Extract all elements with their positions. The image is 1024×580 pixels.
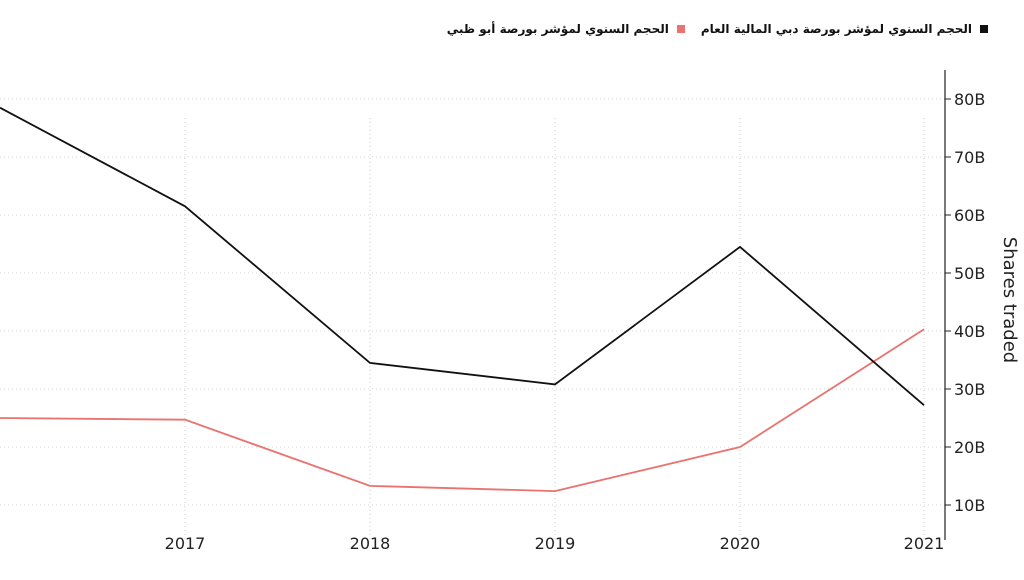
- y-tick-label: 30B: [954, 380, 985, 399]
- legend-swatch-abudhabi: [677, 25, 685, 33]
- y-tick-label: 50B: [954, 264, 985, 283]
- legend-label-abudhabi: الحجم السنوي لمؤشر بورصة أبو ظبي: [447, 22, 669, 36]
- y-tick-label: 70B: [954, 148, 985, 167]
- x-tick-label: 2019: [535, 534, 576, 553]
- legend-item-abudhabi: الحجم السنوي لمؤشر بورصة أبو ظبي: [447, 22, 685, 36]
- y-tick-label: 40B: [954, 322, 985, 341]
- x-tick-label: 2021: [904, 534, 945, 553]
- y-tick-label: 60B: [954, 206, 985, 225]
- legend: الحجم السنوي لمؤشر بورصة دبي المالية الع…: [431, 22, 988, 36]
- legend-swatch-dubai: [980, 25, 988, 33]
- y-tick-label: 20B: [954, 438, 985, 457]
- x-axis-tick-labels: 2017 2018 2019 2020 2021: [165, 534, 945, 553]
- legend-item-dubai: الحجم السنوي لمؤشر بورصة دبي المالية الع…: [701, 22, 988, 36]
- series-group: [0, 108, 924, 492]
- grid: [0, 99, 945, 540]
- series-line-dubai: [0, 108, 924, 406]
- legend-label-dubai: الحجم السنوي لمؤشر بورصة دبي المالية الع…: [701, 22, 972, 36]
- y-tick-label: 80B: [954, 90, 985, 109]
- y-axis-title: Shares traded: [999, 237, 1020, 363]
- y-tick-label: 10B: [954, 496, 985, 515]
- x-tick-label: 2020: [720, 534, 761, 553]
- x-tick-label: 2017: [165, 534, 206, 553]
- series-line-abudhabi: [0, 329, 924, 491]
- x-tick-label: 2018: [350, 534, 391, 553]
- y-axis: 10B 20B 30B 40B 50B 60B 70B 80B: [945, 70, 985, 540]
